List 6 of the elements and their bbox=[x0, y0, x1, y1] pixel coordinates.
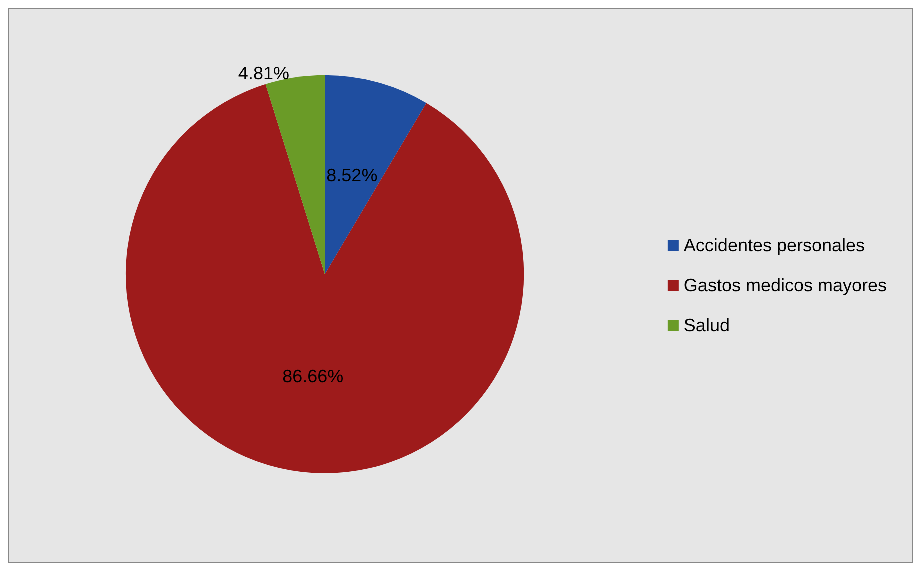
data-label: 4.81% bbox=[238, 64, 290, 84]
legend-label: Gastos medicos mayores bbox=[684, 276, 888, 296]
legend-label: Accidentes personales bbox=[684, 236, 866, 256]
data-label: 8.52% bbox=[326, 166, 378, 186]
legend-label: Salud bbox=[684, 316, 730, 336]
data-label: 86.66% bbox=[282, 366, 344, 386]
